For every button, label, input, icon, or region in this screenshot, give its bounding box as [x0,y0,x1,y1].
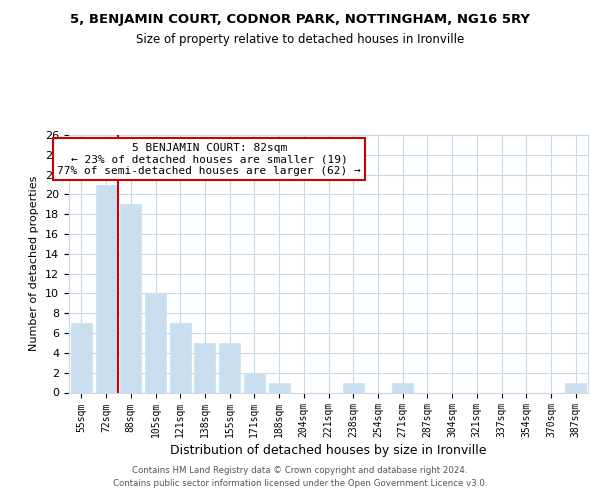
Bar [170,323,191,392]
Text: 5 BENJAMIN COURT: 82sqm
← 23% of detached houses are smaller (19)
77% of semi-de: 5 BENJAMIN COURT: 82sqm ← 23% of detache… [57,142,361,176]
Text: Contains HM Land Registry data © Crown copyright and database right 2024.
Contai: Contains HM Land Registry data © Crown c… [113,466,487,487]
X-axis label: Distribution of detached houses by size in Ironville: Distribution of detached houses by size … [170,444,487,458]
Bar [120,204,141,392]
Bar [145,294,166,392]
Bar [343,382,364,392]
Bar [71,323,92,392]
Text: Size of property relative to detached houses in Ironville: Size of property relative to detached ho… [136,32,464,46]
Text: 5, BENJAMIN COURT, CODNOR PARK, NOTTINGHAM, NG16 5RY: 5, BENJAMIN COURT, CODNOR PARK, NOTTINGH… [70,12,530,26]
Bar [219,343,240,392]
Bar [244,372,265,392]
Bar [95,184,116,392]
Bar [392,382,413,392]
Y-axis label: Number of detached properties: Number of detached properties [29,176,40,352]
Bar [194,343,215,392]
Bar [269,382,290,392]
Bar [565,382,586,392]
